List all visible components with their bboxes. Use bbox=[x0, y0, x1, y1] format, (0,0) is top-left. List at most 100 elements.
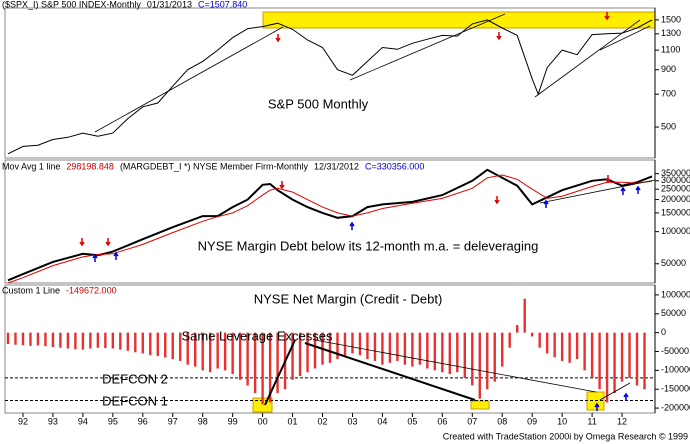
bar bbox=[351, 332, 354, 354]
bar bbox=[583, 332, 586, 371]
bar bbox=[486, 332, 489, 390]
bar bbox=[508, 332, 511, 348]
bar bbox=[104, 332, 107, 349]
bar bbox=[553, 332, 556, 358]
panel-header: C=330356.000 bbox=[365, 161, 424, 171]
bar bbox=[29, 332, 32, 346]
bar bbox=[268, 332, 272, 403]
panel-header: -149672.000 bbox=[66, 285, 117, 295]
y-tick-label: -200000 bbox=[661, 402, 690, 412]
y-tick-label: 100000 bbox=[661, 226, 690, 236]
x-tick-label: 99 bbox=[228, 416, 238, 426]
bar bbox=[530, 332, 534, 337]
bar bbox=[74, 332, 77, 350]
bar bbox=[223, 332, 227, 371]
bar bbox=[343, 332, 347, 356]
bar bbox=[426, 332, 429, 369]
series-line bbox=[7, 174, 653, 284]
x-tick-label: 03 bbox=[347, 416, 357, 426]
bar bbox=[126, 332, 130, 351]
y-tick-label: 1500 bbox=[661, 14, 681, 24]
bar bbox=[418, 332, 422, 365]
bar bbox=[456, 332, 459, 373]
x-tick-label: 06 bbox=[437, 416, 447, 426]
bar bbox=[575, 332, 579, 360]
x-tick-label: 10 bbox=[557, 416, 567, 426]
annotation: NYSE Margin Debt below its 12-month m.a.… bbox=[198, 238, 539, 253]
bar bbox=[516, 325, 519, 333]
bar bbox=[403, 332, 407, 365]
bar bbox=[560, 332, 564, 361]
y-tick-label: 0 bbox=[661, 327, 666, 337]
bar bbox=[96, 332, 100, 348]
bar bbox=[433, 332, 437, 371]
bar bbox=[448, 332, 452, 375]
bar bbox=[493, 332, 496, 382]
x-tick-label: 97 bbox=[168, 416, 178, 426]
bar bbox=[261, 332, 264, 405]
bar bbox=[358, 332, 362, 356]
bar bbox=[14, 332, 17, 345]
x-tick-label: 95 bbox=[108, 416, 118, 426]
bar bbox=[134, 332, 137, 353]
bar bbox=[111, 332, 115, 349]
y-tick-label: -100000 bbox=[661, 365, 690, 375]
bar bbox=[605, 332, 609, 403]
bar bbox=[66, 332, 70, 349]
y-tick-label: -150000 bbox=[661, 384, 690, 394]
x-tick-label: 12 bbox=[617, 416, 627, 426]
bar bbox=[246, 332, 249, 386]
bar bbox=[298, 332, 302, 377]
bar bbox=[598, 332, 601, 390]
arrows bbox=[79, 12, 641, 411]
x-tick-label: 11 bbox=[587, 416, 596, 426]
bar bbox=[51, 332, 55, 347]
y-tick-label: 700 bbox=[661, 89, 676, 99]
bar bbox=[501, 332, 504, 367]
x-tick-label: 05 bbox=[407, 416, 417, 426]
y-tick-label: 900 bbox=[661, 64, 676, 74]
x-tick-label: 09 bbox=[527, 416, 537, 426]
trendlines bbox=[94, 13, 656, 406]
panel-header: C=1507.840 bbox=[198, 0, 247, 9]
y-tick-label: 350000 bbox=[661, 168, 690, 178]
y-tick-label: 1300 bbox=[661, 28, 681, 38]
y-tick-label: 50000 bbox=[661, 258, 686, 268]
bar bbox=[231, 332, 234, 375]
bar bbox=[613, 332, 616, 394]
x-tick-label: 08 bbox=[497, 416, 507, 426]
bar bbox=[628, 332, 631, 378]
reference-label: DEFCON 1 bbox=[102, 393, 168, 408]
reference-label: DEFCON 2 bbox=[102, 371, 168, 386]
x-tick-label: 07 bbox=[467, 416, 477, 426]
bar bbox=[336, 332, 339, 360]
bar bbox=[590, 332, 594, 378]
y-tick-label: 100000 bbox=[661, 289, 690, 299]
bar bbox=[463, 332, 466, 378]
highlight-band bbox=[262, 11, 656, 29]
bar bbox=[545, 332, 549, 354]
highlight-box bbox=[470, 400, 490, 410]
bar bbox=[620, 332, 624, 382]
bar bbox=[156, 332, 159, 357]
series-line bbox=[7, 168, 653, 282]
panel-header: 12/31/2012 bbox=[314, 161, 359, 171]
panel-header: Mov Avg 1 line bbox=[2, 161, 60, 171]
bar bbox=[194, 332, 197, 367]
x-tick-label: 96 bbox=[138, 416, 148, 426]
y-tick-label: 250000 bbox=[661, 184, 690, 194]
bar bbox=[119, 332, 122, 350]
x-tick-label: 92 bbox=[18, 416, 28, 426]
bar bbox=[313, 332, 317, 369]
panel-header: ($SPX_I) S&P 500 INDEX-Monthly bbox=[2, 0, 141, 9]
x-tick-label: 00 bbox=[258, 416, 268, 426]
panel-header: 01/31/2013 bbox=[147, 0, 192, 9]
bar bbox=[201, 332, 204, 371]
panel-header: Custom 1 Line bbox=[2, 285, 60, 295]
bar bbox=[216, 332, 219, 369]
x-tick-label: 02 bbox=[318, 416, 328, 426]
series-line bbox=[7, 19, 653, 155]
bar bbox=[179, 332, 182, 361]
bar bbox=[396, 332, 399, 361]
